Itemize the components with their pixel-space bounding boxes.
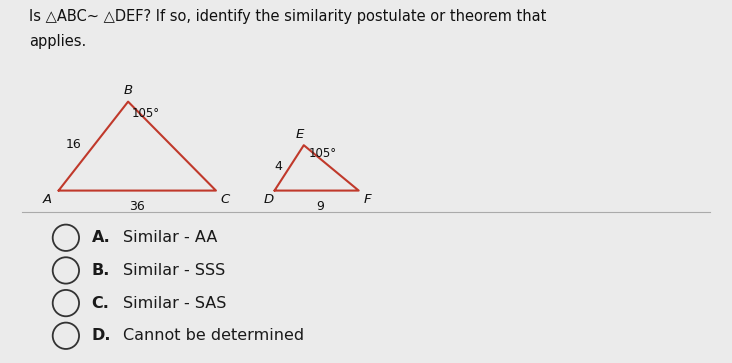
Text: 36: 36 (130, 200, 145, 213)
Text: 16: 16 (66, 138, 81, 151)
Text: Cannot be determined: Cannot be determined (123, 328, 304, 343)
Text: Is △ABC∼ △DEF? If so, identify the similarity postulate or theorem that: Is △ABC∼ △DEF? If so, identify the simil… (29, 9, 547, 24)
Text: D: D (264, 193, 274, 207)
Text: 105°: 105° (132, 107, 160, 120)
Text: D.: D. (92, 328, 111, 343)
Text: Similar - SSS: Similar - SSS (123, 263, 225, 278)
Text: C: C (220, 193, 229, 207)
Text: B.: B. (92, 263, 110, 278)
Text: 4: 4 (274, 160, 282, 172)
Text: A: A (43, 193, 52, 207)
Text: E: E (296, 128, 305, 141)
Text: 9: 9 (316, 200, 324, 213)
Text: A.: A. (92, 230, 111, 245)
Text: F: F (364, 193, 371, 207)
Text: B: B (124, 84, 132, 97)
Text: applies.: applies. (29, 34, 86, 49)
Text: Similar - AA: Similar - AA (123, 230, 217, 245)
Text: C.: C. (92, 295, 109, 311)
Text: 105°: 105° (308, 147, 336, 160)
Text: Similar - SAS: Similar - SAS (123, 295, 226, 311)
